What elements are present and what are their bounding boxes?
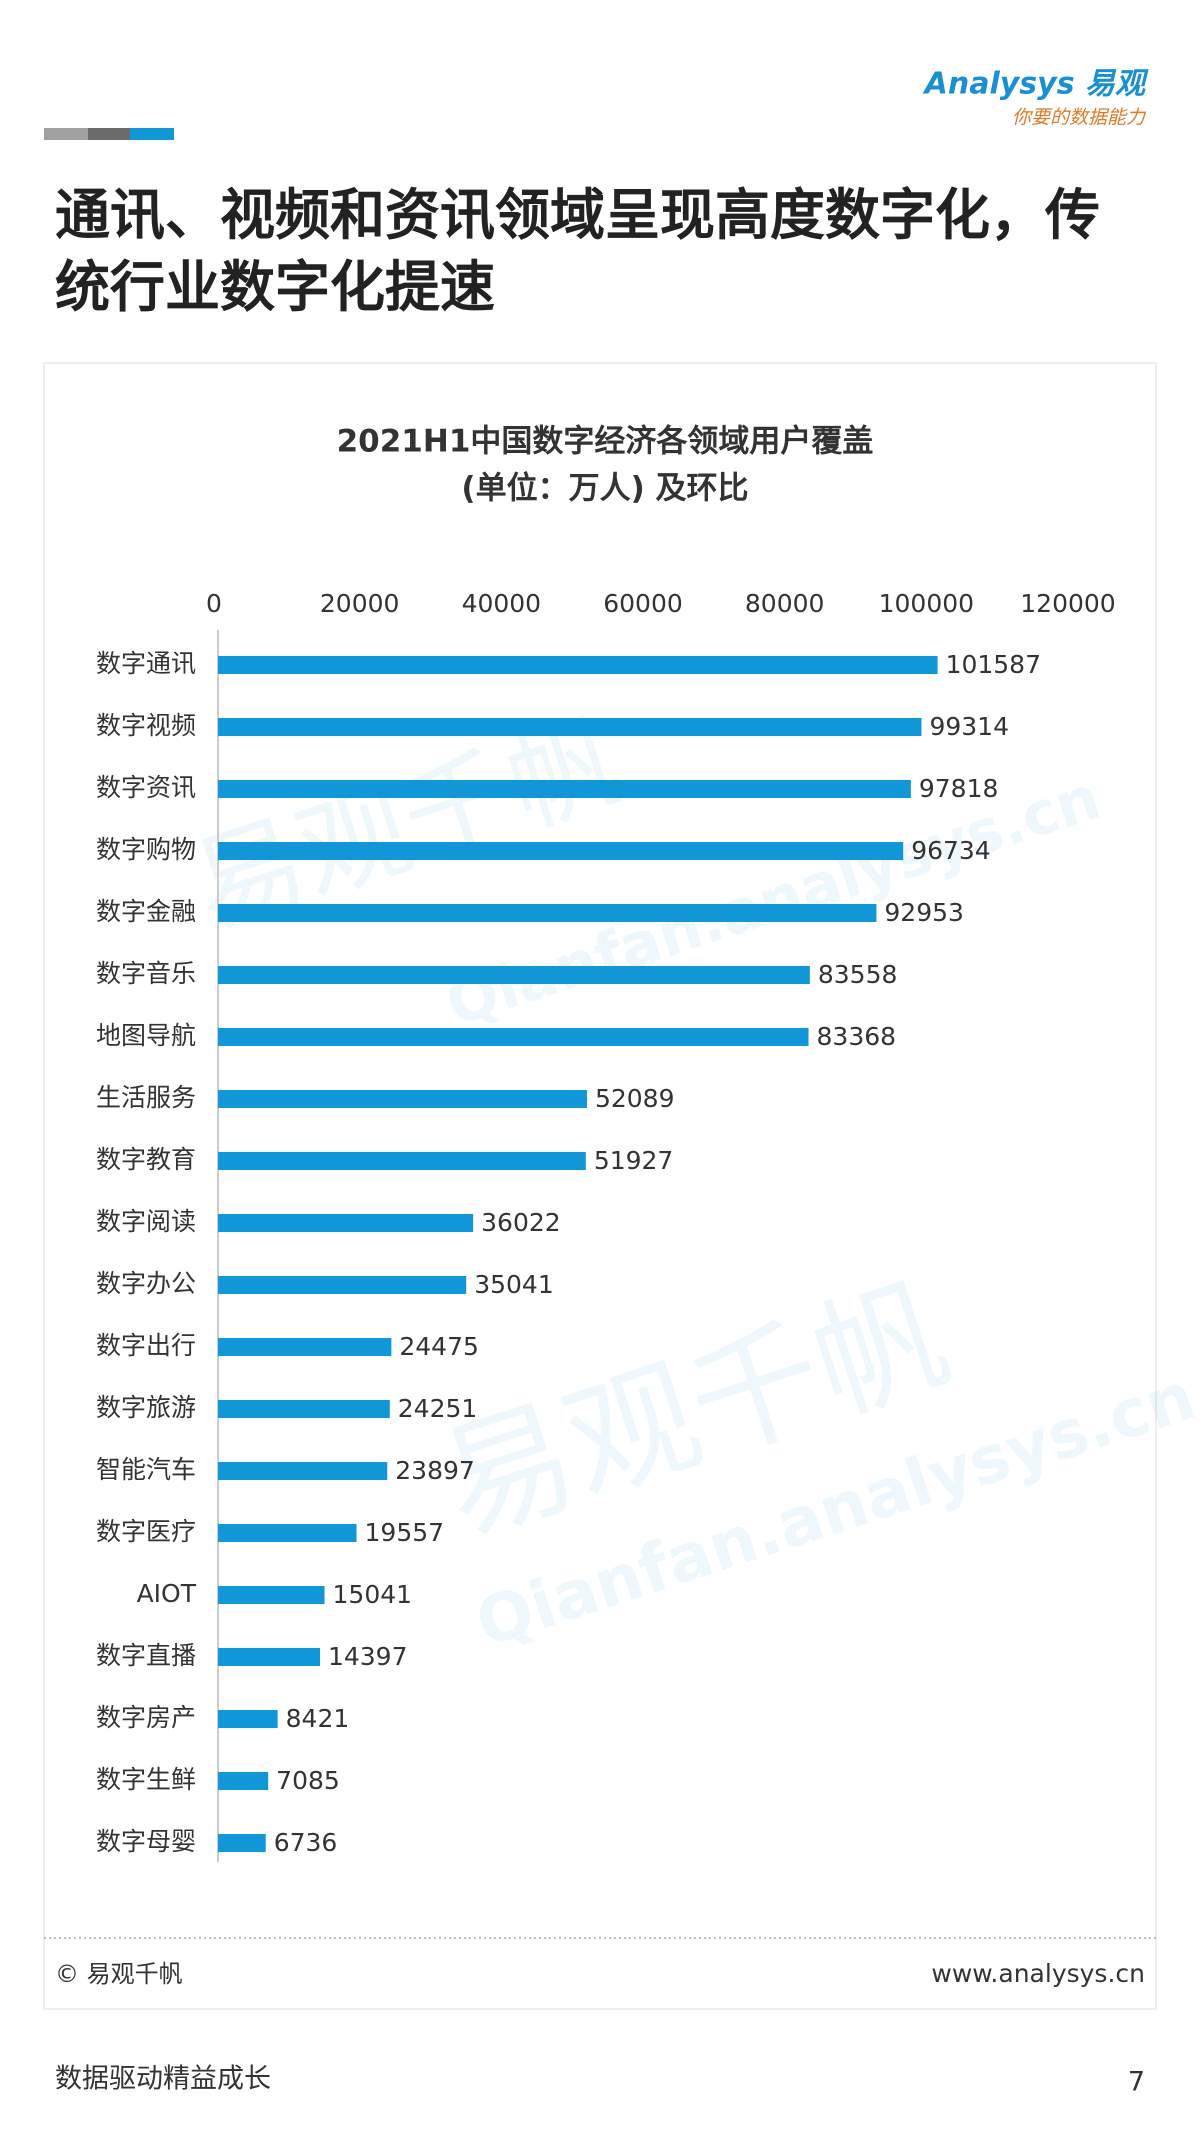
value-label: 14397 (328, 1642, 408, 1671)
copyright: © 易观千帆 (55, 1960, 183, 1988)
bar (218, 1586, 325, 1604)
value-label: 101587 (946, 650, 1041, 679)
bar (218, 966, 810, 984)
bar-deco (88, 128, 130, 140)
footer-slogan: 数据驱动精益成长 (55, 2064, 271, 2095)
value-label: 19557 (365, 1518, 445, 1547)
value-label: 51927 (594, 1146, 674, 1175)
slogan: 你要的数据能力 (1012, 107, 1147, 129)
y-tick-label: AIOT (137, 1579, 197, 1608)
bar (218, 1524, 357, 1542)
y-tick-label: 数字出行 (96, 1331, 196, 1360)
value-label: 23897 (395, 1456, 475, 1485)
y-tick-label: 数字旅游 (96, 1393, 196, 1422)
bar (218, 1710, 278, 1728)
value-label: 97818 (919, 774, 999, 803)
bar-deco (130, 128, 174, 140)
y-tick-label: 数字办公 (96, 1269, 196, 1298)
value-label: 52089 (595, 1084, 675, 1113)
page-title: 统行业数字化提速 (55, 255, 495, 319)
x-tick-label: 40000 (462, 589, 542, 618)
bar (218, 1090, 587, 1108)
y-tick-label: 数字音乐 (96, 959, 196, 988)
bar (218, 1152, 586, 1170)
y-tick-label: 数字金融 (96, 897, 196, 926)
bar (218, 780, 911, 798)
y-tick-label: 智能汽车 (96, 1455, 196, 1484)
value-label: 99314 (929, 712, 1009, 741)
y-tick-label: 数字教育 (96, 1145, 196, 1174)
x-tick-label: 80000 (745, 589, 825, 618)
bar (218, 1400, 390, 1418)
value-label: 83558 (818, 960, 898, 989)
value-label: 36022 (481, 1208, 561, 1237)
bar (218, 718, 922, 736)
bar (218, 1276, 467, 1294)
x-tick-label: 20000 (320, 589, 400, 618)
bar (218, 1214, 474, 1232)
y-tick-label: 数字通讯 (96, 649, 196, 678)
x-tick-label: 100000 (879, 589, 974, 618)
page-title: 通讯、视频和资讯领域呈现高度数字化，传 (55, 183, 1100, 247)
bar (218, 842, 904, 860)
chart-subtitle: (单位：万人) 及环比 (461, 471, 748, 507)
y-tick-label: 数字医疗 (96, 1517, 196, 1546)
bar (218, 1338, 392, 1356)
logo: Analysys 易观 (923, 67, 1149, 102)
value-label: 83368 (817, 1022, 897, 1051)
value-label: 8421 (286, 1704, 350, 1733)
x-tick-label: 120000 (1020, 589, 1115, 618)
value-label: 15041 (333, 1580, 413, 1609)
y-tick-label: 数字直播 (96, 1641, 196, 1670)
chart-title: 2021H1中国数字经济各领域用户覆盖 (337, 424, 874, 460)
bar (218, 1648, 320, 1666)
y-tick-label: 数字阅读 (96, 1207, 196, 1236)
bar (218, 1462, 388, 1480)
value-label: 35041 (474, 1270, 554, 1299)
value-label: 24251 (398, 1394, 478, 1423)
bar (218, 1772, 269, 1790)
y-tick-label: 地图导航 (96, 1021, 196, 1050)
value-label: 7085 (276, 1766, 340, 1795)
bar-deco (44, 128, 88, 140)
y-tick-label: 生活服务 (96, 1083, 196, 1112)
chart-card (43, 362, 1157, 2010)
bar (218, 1834, 266, 1852)
y-tick-label: 数字资讯 (96, 773, 196, 802)
y-tick-label: 数字购物 (96, 835, 196, 864)
value-label: 92953 (884, 898, 964, 927)
value-label: 6736 (274, 1828, 338, 1857)
x-tick-label: 0 (206, 589, 222, 618)
bar (218, 656, 938, 674)
page-number: 7 (1128, 2067, 1145, 2098)
site: www.analysys.cn (931, 1959, 1145, 1988)
value-label: 24475 (399, 1332, 479, 1361)
y-tick-label: 数字生鲜 (96, 1765, 196, 1794)
y-tick-label: 数字房产 (96, 1703, 196, 1732)
bar (218, 1028, 809, 1046)
value-label: 96734 (911, 836, 991, 865)
y-tick-label: 数字母婴 (96, 1827, 196, 1856)
bar (218, 904, 877, 922)
x-tick-label: 60000 (603, 589, 683, 618)
y-tick-label: 数字视频 (96, 711, 196, 740)
